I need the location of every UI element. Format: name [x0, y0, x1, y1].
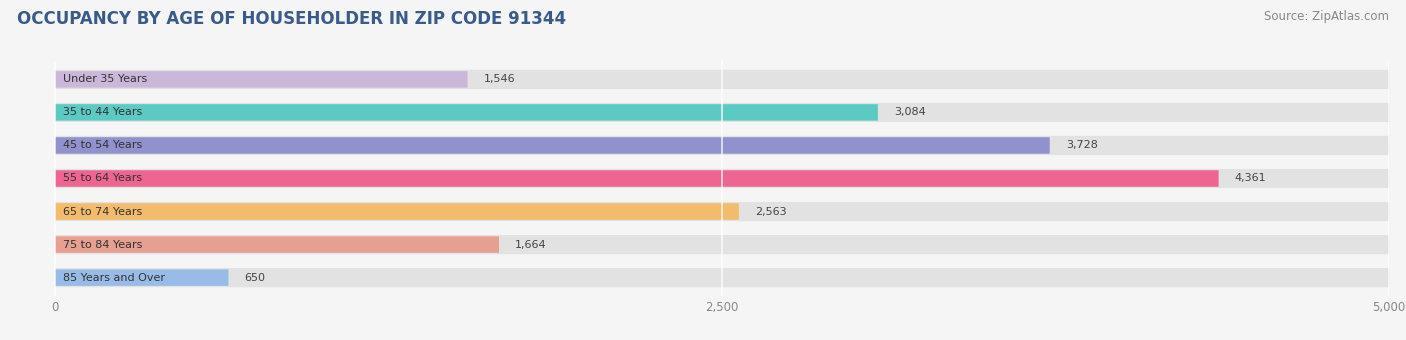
FancyBboxPatch shape [55, 269, 229, 286]
Text: 55 to 64 Years: 55 to 64 Years [63, 173, 142, 184]
Text: 3,084: 3,084 [894, 107, 925, 117]
FancyBboxPatch shape [55, 103, 1389, 122]
FancyBboxPatch shape [55, 70, 1389, 89]
Text: 650: 650 [245, 273, 266, 283]
Text: 3,728: 3,728 [1066, 140, 1098, 151]
FancyBboxPatch shape [55, 236, 499, 253]
Text: 65 to 74 Years: 65 to 74 Years [63, 206, 142, 217]
Text: Under 35 Years: Under 35 Years [63, 74, 148, 84]
Text: 1,664: 1,664 [515, 240, 547, 250]
Text: Source: ZipAtlas.com: Source: ZipAtlas.com [1264, 10, 1389, 23]
FancyBboxPatch shape [55, 136, 1389, 155]
FancyBboxPatch shape [55, 71, 468, 88]
FancyBboxPatch shape [55, 268, 1389, 287]
Text: OCCUPANCY BY AGE OF HOUSEHOLDER IN ZIP CODE 91344: OCCUPANCY BY AGE OF HOUSEHOLDER IN ZIP C… [17, 10, 567, 28]
FancyBboxPatch shape [55, 169, 1389, 188]
FancyBboxPatch shape [55, 104, 877, 121]
FancyBboxPatch shape [55, 170, 1219, 187]
FancyBboxPatch shape [55, 137, 1050, 154]
Text: 4,361: 4,361 [1234, 173, 1267, 184]
Text: 45 to 54 Years: 45 to 54 Years [63, 140, 142, 151]
Text: 75 to 84 Years: 75 to 84 Years [63, 240, 142, 250]
FancyBboxPatch shape [55, 235, 1389, 254]
FancyBboxPatch shape [55, 203, 740, 220]
Text: 85 Years and Over: 85 Years and Over [63, 273, 165, 283]
Text: 1,546: 1,546 [484, 74, 515, 84]
Text: 35 to 44 Years: 35 to 44 Years [63, 107, 142, 117]
Text: 2,563: 2,563 [755, 206, 786, 217]
FancyBboxPatch shape [55, 202, 1389, 221]
